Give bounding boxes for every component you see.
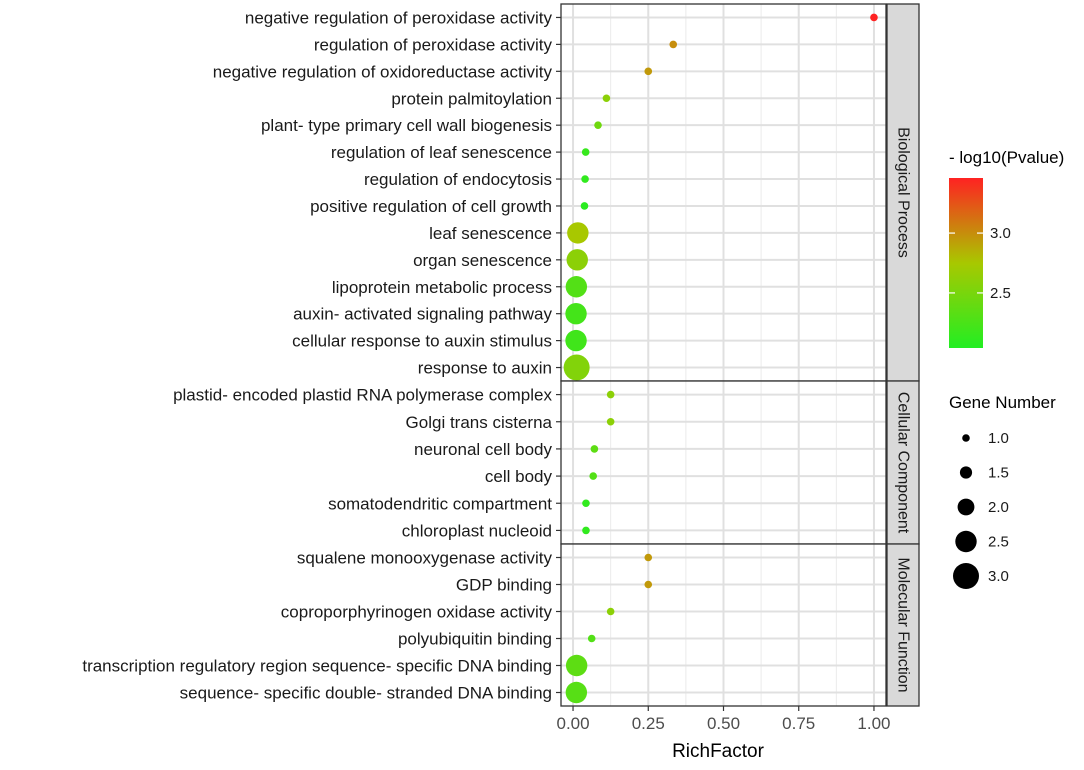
x-axis: 0.00 0.25 0.50 0.75 1.00 [556,706,891,733]
facet-strip-label: Molecular Function [895,557,912,692]
term-label: cell body [485,467,553,486]
data-point [870,13,878,22]
facet-panels: Biological Process Cellular Component Mole… [560,3,920,707]
x-tick-label: 0.00 [556,714,589,733]
size-legend: Gene Number 1.0 1.5 2.0 2.5 3.0 [949,393,1056,589]
data-point [581,175,589,183]
size-legend-dot [955,530,977,553]
y-axis: negative regulation of peroxidase activi… [82,8,561,703]
size-legend-dot [953,563,979,589]
facet-strip-label: Cellular Component [895,392,912,534]
facet-strip [886,3,920,382]
data-point [606,607,615,616]
data-point [566,249,588,271]
x-tick-label: 0.50 [707,714,740,733]
term-label: chloroplast nucleoid [402,521,552,540]
term-label: neuronal cell body [414,440,552,459]
term-label: auxin- activated signaling pathway [293,305,552,324]
colorbar [949,178,983,348]
term-label: organ senescence [413,251,552,270]
colorbar-ticks: 2.5 3.0 [949,225,1011,302]
term-label: somatodendritic compartment [328,494,552,513]
term-label: regulation of peroxidase activity [314,35,553,54]
data-point [644,580,653,589]
term-label: lipoprotein metabolic process [332,278,552,297]
term-label: coproporphyrinogen oxidase activity [281,603,553,622]
data-point [606,390,615,399]
data-point [582,499,590,508]
data-point [669,40,678,49]
term-label: transcription regulatory region sequence… [82,657,552,676]
term-label: protein palmitoylation [391,89,552,108]
data-point [565,329,587,352]
data-point [594,121,602,129]
term-label: negative regulation of oxidoreductase ac… [213,62,553,81]
size-legend-keys: 1.0 1.5 2.0 2.5 3.0 [953,430,1009,589]
size-legend-dot [957,498,975,516]
facet-panel: Biological Process [560,3,920,382]
x-axis-title: RichFactor [672,741,765,762]
data-point [565,276,588,298]
x-tick-label: 0.75 [782,714,815,733]
term-label: regulation of endocytosis [364,170,552,189]
color-legend: - log10(Pvalue) 2.5 3.0 [949,148,1064,348]
facet-strip-label: Biological Process [895,127,912,258]
size-legend-title: Gene Number [949,393,1056,412]
term-label: response to auxin [418,359,552,378]
data-point [606,417,615,426]
term-label: plant- type primary cell wall biogenesis [261,116,552,135]
data-point [602,94,611,103]
facet-panel: Molecular Function [560,543,920,707]
data-point [589,472,597,480]
size-legend-label: 2.0 [988,499,1009,516]
facet-strip [886,380,920,545]
data-point [644,553,653,562]
term-label: regulation of leaf senescence [331,143,552,162]
color-legend-title: - log10(Pvalue) [949,148,1064,167]
data-point [580,202,589,210]
term-label: plastid- encoded plastid RNA polymerase … [173,386,552,405]
term-label: cellular response to auxin stimulus [292,332,552,351]
data-point [587,634,596,643]
colorbar-tick-label: 3.0 [990,225,1011,242]
data-point [565,302,587,325]
x-tick-label: 1.00 [857,714,890,733]
term-label: GDP binding [456,576,552,595]
size-legend-label: 2.5 [988,534,1009,551]
data-point [644,67,653,76]
term-label: leaf senescence [429,224,552,243]
data-point [581,148,590,156]
colorbar-tick-label: 2.5 [990,285,1011,302]
term-label: sequence- specific double- stranded DNA … [180,684,552,703]
data-point [567,222,589,244]
data-point [590,445,599,453]
data-point [582,526,590,535]
facet-strip [886,543,920,707]
term-label: negative regulation of peroxidase activi… [245,8,553,27]
term-label: squalene monooxygenase activity [297,549,553,568]
data-point [563,354,590,381]
term-label: Golgi trans cisterna [406,413,553,432]
data-point [565,654,588,677]
x-tick-label: 0.25 [632,714,665,733]
size-legend-label: 1.5 [988,465,1009,482]
term-label: polyubiquitin binding [398,630,552,649]
term-label: positive regulation of cell growth [310,197,552,216]
size-legend-dot [962,434,970,442]
data-point [565,681,588,704]
facet-panel: Cellular Component [560,380,920,545]
size-legend-dot [959,466,973,479]
size-legend-label: 3.0 [988,568,1009,585]
size-legend-label: 1.0 [988,430,1009,447]
